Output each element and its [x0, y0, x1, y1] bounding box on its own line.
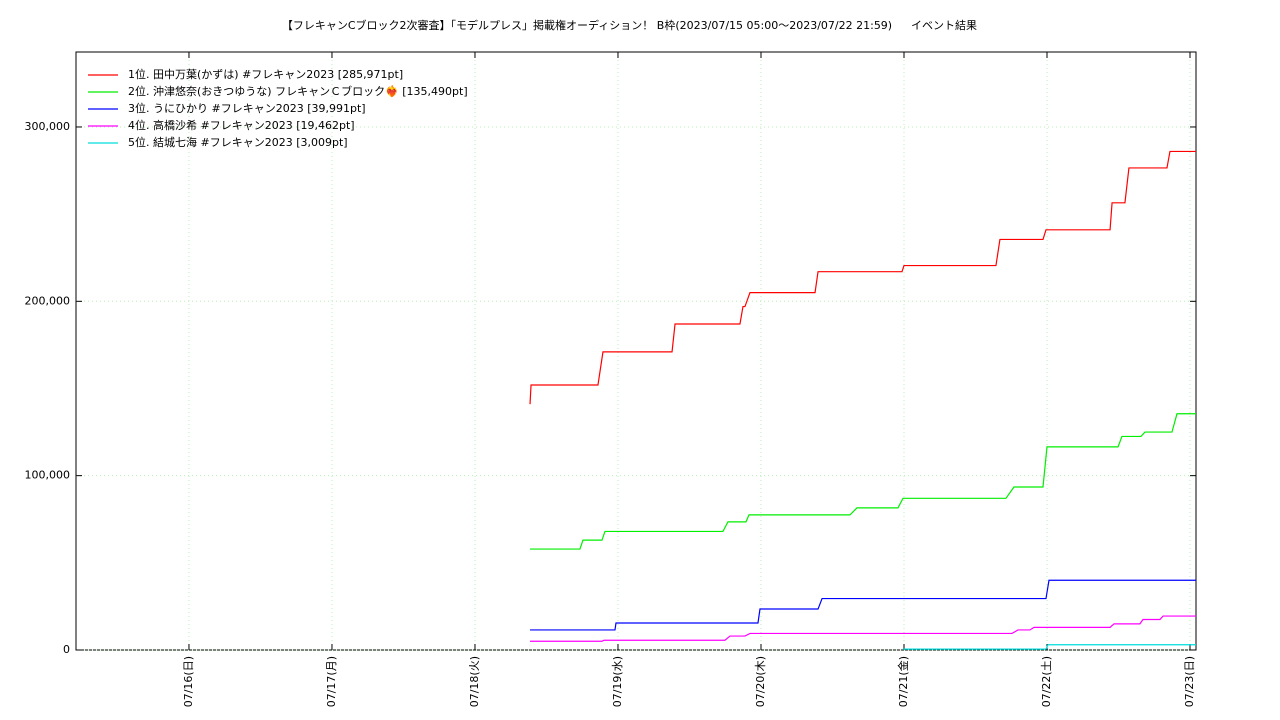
series-line	[530, 579, 1196, 631]
y-tick-label: 200,000	[25, 294, 71, 307]
x-tick-label: 07/22(土)	[1040, 656, 1053, 707]
chart-title: 【フレキャンCブロック2次審査】「モデルプレス」掲載権オーディション！ B枠(2…	[282, 18, 892, 32]
series-line	[530, 615, 1196, 642]
series-line	[529, 150, 1196, 405]
x-tick-label: 07/18(火)	[468, 656, 481, 707]
x-tick-label: 07/23(日)	[1183, 656, 1196, 707]
legend-label: 2位. 沖津悠奈(おきつゆうな) フレキャンＣブロック❤️‍🔥 [135,490…	[128, 84, 468, 98]
series-line	[530, 413, 1196, 550]
series-line	[902, 644, 1196, 650]
x-tick-label: 07/21(金)	[896, 656, 910, 707]
x-tick-label: 07/17(月)	[325, 656, 338, 707]
x-tick-label: 07/20(木)	[754, 656, 767, 707]
x-tick-label: 07/19(水)	[611, 656, 624, 707]
y-tick-label: 300,000	[25, 120, 71, 133]
x-tick-label: 07/16(日)	[182, 656, 195, 707]
chart-subtitle: イベント結果	[911, 18, 977, 32]
legend-label: 3位. うにひかり #フレキャン2023 [39,991pt]	[128, 101, 366, 115]
legend-label: 5位. 結城七海 #フレキャン2023 [3,009pt]	[128, 135, 348, 149]
legend-label: 4位. 高橋沙希 #フレキャン2023 [19,462pt]	[128, 118, 355, 132]
y-tick-label: 0	[63, 643, 70, 656]
legend-label: 1位. 田中万葉(かずは) #フレキャン2023 [285,971pt]	[128, 67, 403, 81]
y-tick-label: 100,000	[25, 469, 71, 482]
